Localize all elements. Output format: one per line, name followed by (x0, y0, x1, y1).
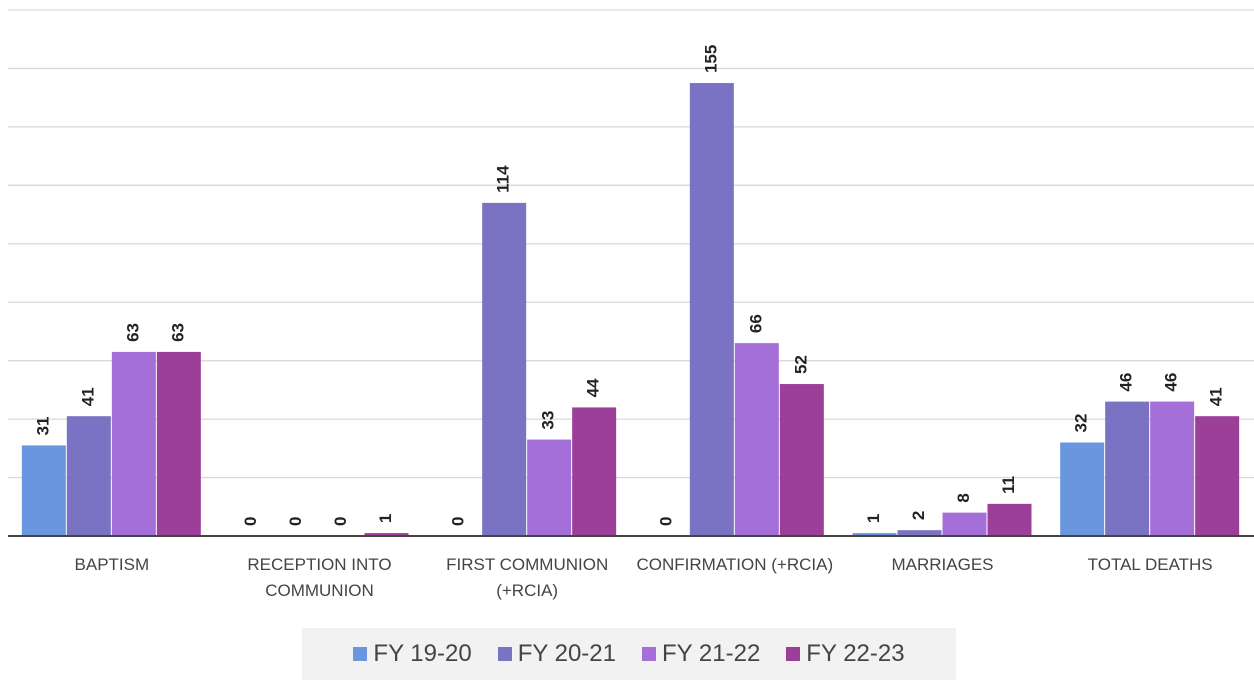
value-label: 52 (791, 355, 810, 374)
value-label: 1 (376, 514, 395, 523)
bar (527, 439, 572, 536)
bar (942, 512, 987, 536)
value-label: 0 (331, 517, 350, 526)
bar (572, 407, 617, 536)
x-tick-label: FIRST COMMUNION (+RCIA) (446, 555, 609, 600)
bar (987, 503, 1032, 536)
value-label: 32 (1072, 414, 1091, 433)
legend-label: FY 22-23 (806, 640, 905, 667)
bar (779, 384, 824, 536)
value-label: 0 (656, 517, 675, 526)
x-tick-label: TOTAL DEATHS (1087, 555, 1213, 574)
value-label: 33 (539, 411, 558, 430)
value-label: 1 (864, 514, 883, 523)
legend-item: FY 20-21 (497, 640, 616, 668)
bar (482, 202, 527, 536)
value-label: 31 (33, 416, 52, 435)
x-tick-label: MARRIAGES (891, 555, 994, 574)
bar (689, 83, 734, 537)
legend-swatch (353, 647, 368, 661)
bar (1150, 401, 1195, 536)
bar (66, 416, 111, 536)
bar (156, 351, 201, 536)
value-label: 155 (701, 45, 720, 73)
value-label: 0 (286, 517, 305, 526)
value-label: 41 (78, 387, 97, 406)
value-label: 41 (1207, 387, 1226, 406)
bar (897, 530, 942, 536)
bar (364, 533, 409, 536)
legend-swatch (786, 647, 801, 661)
x-tick-label: RECEPTION INTO COMMUNION (247, 555, 392, 600)
value-label: 63 (168, 323, 187, 342)
value-label: 11 (999, 476, 1018, 494)
legend-item: FY 21-22 (642, 640, 760, 668)
legend-item: FY 22-23 (786, 640, 905, 668)
value-label: 44 (584, 378, 603, 397)
value-label: 66 (746, 314, 765, 333)
value-label: 0 (241, 517, 260, 526)
legend-swatch (497, 647, 512, 661)
value-label: 8 (954, 493, 973, 502)
legend-label: FY 19-20 (373, 640, 472, 667)
legend: FY 19-20 FY 20-21 FY 21-22 FY 22-23 (302, 628, 956, 680)
legend-label: FY 20-21 (517, 640, 616, 667)
bar (111, 351, 156, 536)
value-label: 0 (449, 517, 468, 526)
legend-item: FY 19-20 (353, 640, 472, 668)
bar (1060, 442, 1105, 536)
legend-swatch (642, 647, 656, 661)
value-label: 46 (1117, 373, 1136, 392)
bar (734, 343, 779, 536)
bar (852, 533, 897, 536)
bar (21, 445, 66, 536)
value-label: 2 (909, 511, 928, 520)
bar (1105, 401, 1150, 536)
legend-label: FY 21-22 (662, 640, 761, 667)
x-tick-label: BAPTISM (74, 555, 150, 574)
value-label: 46 (1162, 373, 1181, 392)
x-tick-label: CONFIRMATION (+RCIA) (636, 555, 834, 574)
value-label: 63 (123, 323, 142, 342)
value-label: 114 (494, 165, 513, 193)
bar (1195, 416, 1240, 536)
